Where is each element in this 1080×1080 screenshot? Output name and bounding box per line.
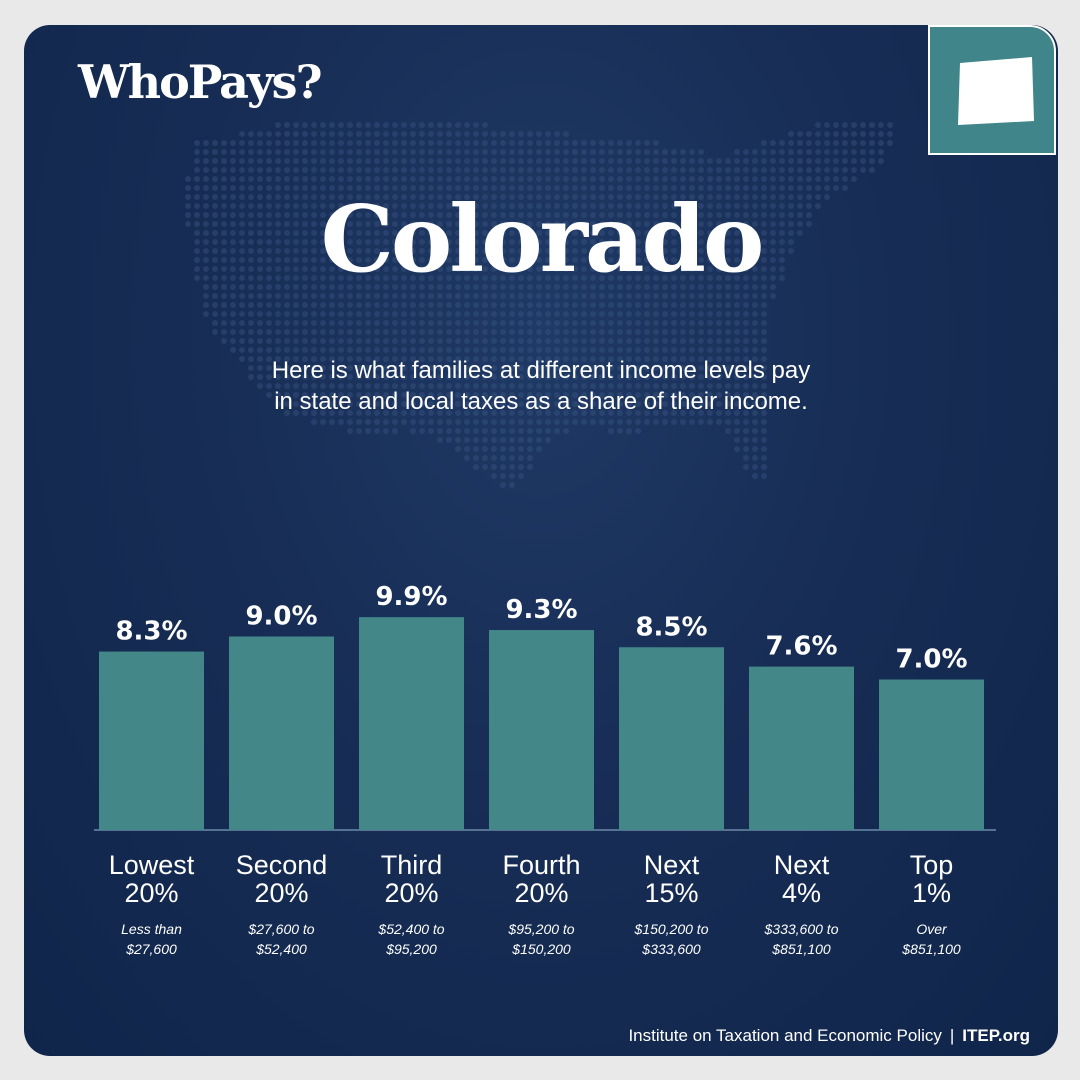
bar-value-label-5: 7.6% [765, 632, 837, 662]
category-label-2: Third 20% [347, 851, 477, 907]
income-range-line: $150,200 [512, 941, 571, 957]
income-range-line: $95,200 to [508, 921, 575, 937]
bar-value-label-4: 8.5% [635, 612, 707, 642]
state-title: Colorado [320, 185, 765, 293]
income-range-2: $52,400 to $95,200 [347, 919, 477, 959]
category-label-1: Second 20% [217, 851, 347, 907]
category-label-4: Next 15% [607, 851, 737, 907]
category-label-line: Next [773, 850, 830, 880]
income-range-line: $27,600 to [248, 921, 315, 937]
footer-separator: | [949, 1026, 955, 1045]
bar-2 [359, 617, 464, 830]
category-label-line: Lowest [108, 850, 195, 880]
bar-0 [99, 651, 204, 830]
category-label-3: Fourth 20% [477, 851, 607, 907]
income-range-line: $333,600 to [764, 921, 839, 937]
footer-credit: Institute on Taxation and Economic Polic… [628, 1026, 1030, 1046]
category-label-line: 20% [254, 878, 309, 908]
org-name: Institute on Taxation and Economic Polic… [628, 1026, 942, 1045]
income-range-4: $150,200 to $333,600 [607, 919, 737, 959]
income-range-line: Less than [121, 921, 182, 937]
income-range-line: Over [916, 921, 947, 937]
us-dot-map-background [185, 122, 893, 488]
bar-value-label-1: 9.0% [245, 602, 317, 632]
category-label-line: 20% [514, 878, 569, 908]
description-line-2: in state and local taxes as a share of t… [274, 388, 808, 415]
category-label-6: Top 1% [867, 851, 997, 907]
description-line-1: Here is what families at different incom… [271, 357, 811, 384]
category-label-line: 20% [384, 878, 439, 908]
income-range-line: $52,400 [256, 941, 307, 957]
category-label-line: Fourth [502, 850, 581, 880]
bar-6 [879, 679, 984, 830]
bar-value-label-2: 9.9% [375, 582, 447, 612]
bar-value-label-6: 7.0% [895, 645, 967, 675]
category-label-0: Lowest 20% [87, 851, 217, 907]
category-label-line: 20% [124, 878, 179, 908]
income-range-3: $95,200 to $150,200 [477, 919, 607, 959]
category-label-5: Next 4% [737, 851, 867, 907]
colorado-state-icon [958, 57, 1034, 125]
income-range-line: $52,400 to [378, 921, 445, 937]
income-range-1: $27,600 to $52,400 [217, 919, 347, 959]
income-range-line: $851,100 [902, 941, 961, 957]
bar-1 [229, 636, 334, 830]
income-range-5: $333,600 to $851,100 [737, 919, 867, 959]
category-label-line: 15% [644, 878, 699, 908]
category-label-line: Next [643, 850, 700, 880]
category-label-line: Third [380, 850, 443, 880]
category-label-line: 1% [911, 878, 952, 908]
income-range-6: Over $851,100 [867, 919, 997, 959]
chart-description: Here is what families at different incom… [24, 355, 1058, 417]
income-range-line: $333,600 [642, 941, 701, 957]
bar-4 [619, 647, 724, 830]
bar-value-label-3: 9.3% [505, 595, 577, 625]
state-badge [928, 25, 1056, 155]
category-label-line: 4% [781, 878, 822, 908]
infographic-card: WhoPays? Colorado Here is what families … [24, 25, 1058, 1056]
itep-site-link[interactable]: ITEP.org [962, 1026, 1030, 1045]
income-range-line: $851,100 [772, 941, 831, 957]
tax-share-bar-chart: 8.3% 9.0% 9.9% 9.3% 8.5% 7.6% 7.0% [94, 582, 996, 831]
bar-value-label-0: 8.3% [115, 617, 187, 647]
income-range-line: $27,600 [126, 941, 177, 957]
bar-5 [749, 666, 854, 830]
whopays-logo: WhoPays? [78, 55, 323, 109]
category-label-line: Top [909, 850, 954, 880]
category-label-line: Second [235, 850, 328, 880]
income-range-0: Less than $27,600 [87, 919, 217, 959]
bar-3 [489, 630, 594, 830]
income-range-line: $150,200 to [634, 921, 709, 937]
income-range-line: $95,200 [386, 941, 437, 957]
